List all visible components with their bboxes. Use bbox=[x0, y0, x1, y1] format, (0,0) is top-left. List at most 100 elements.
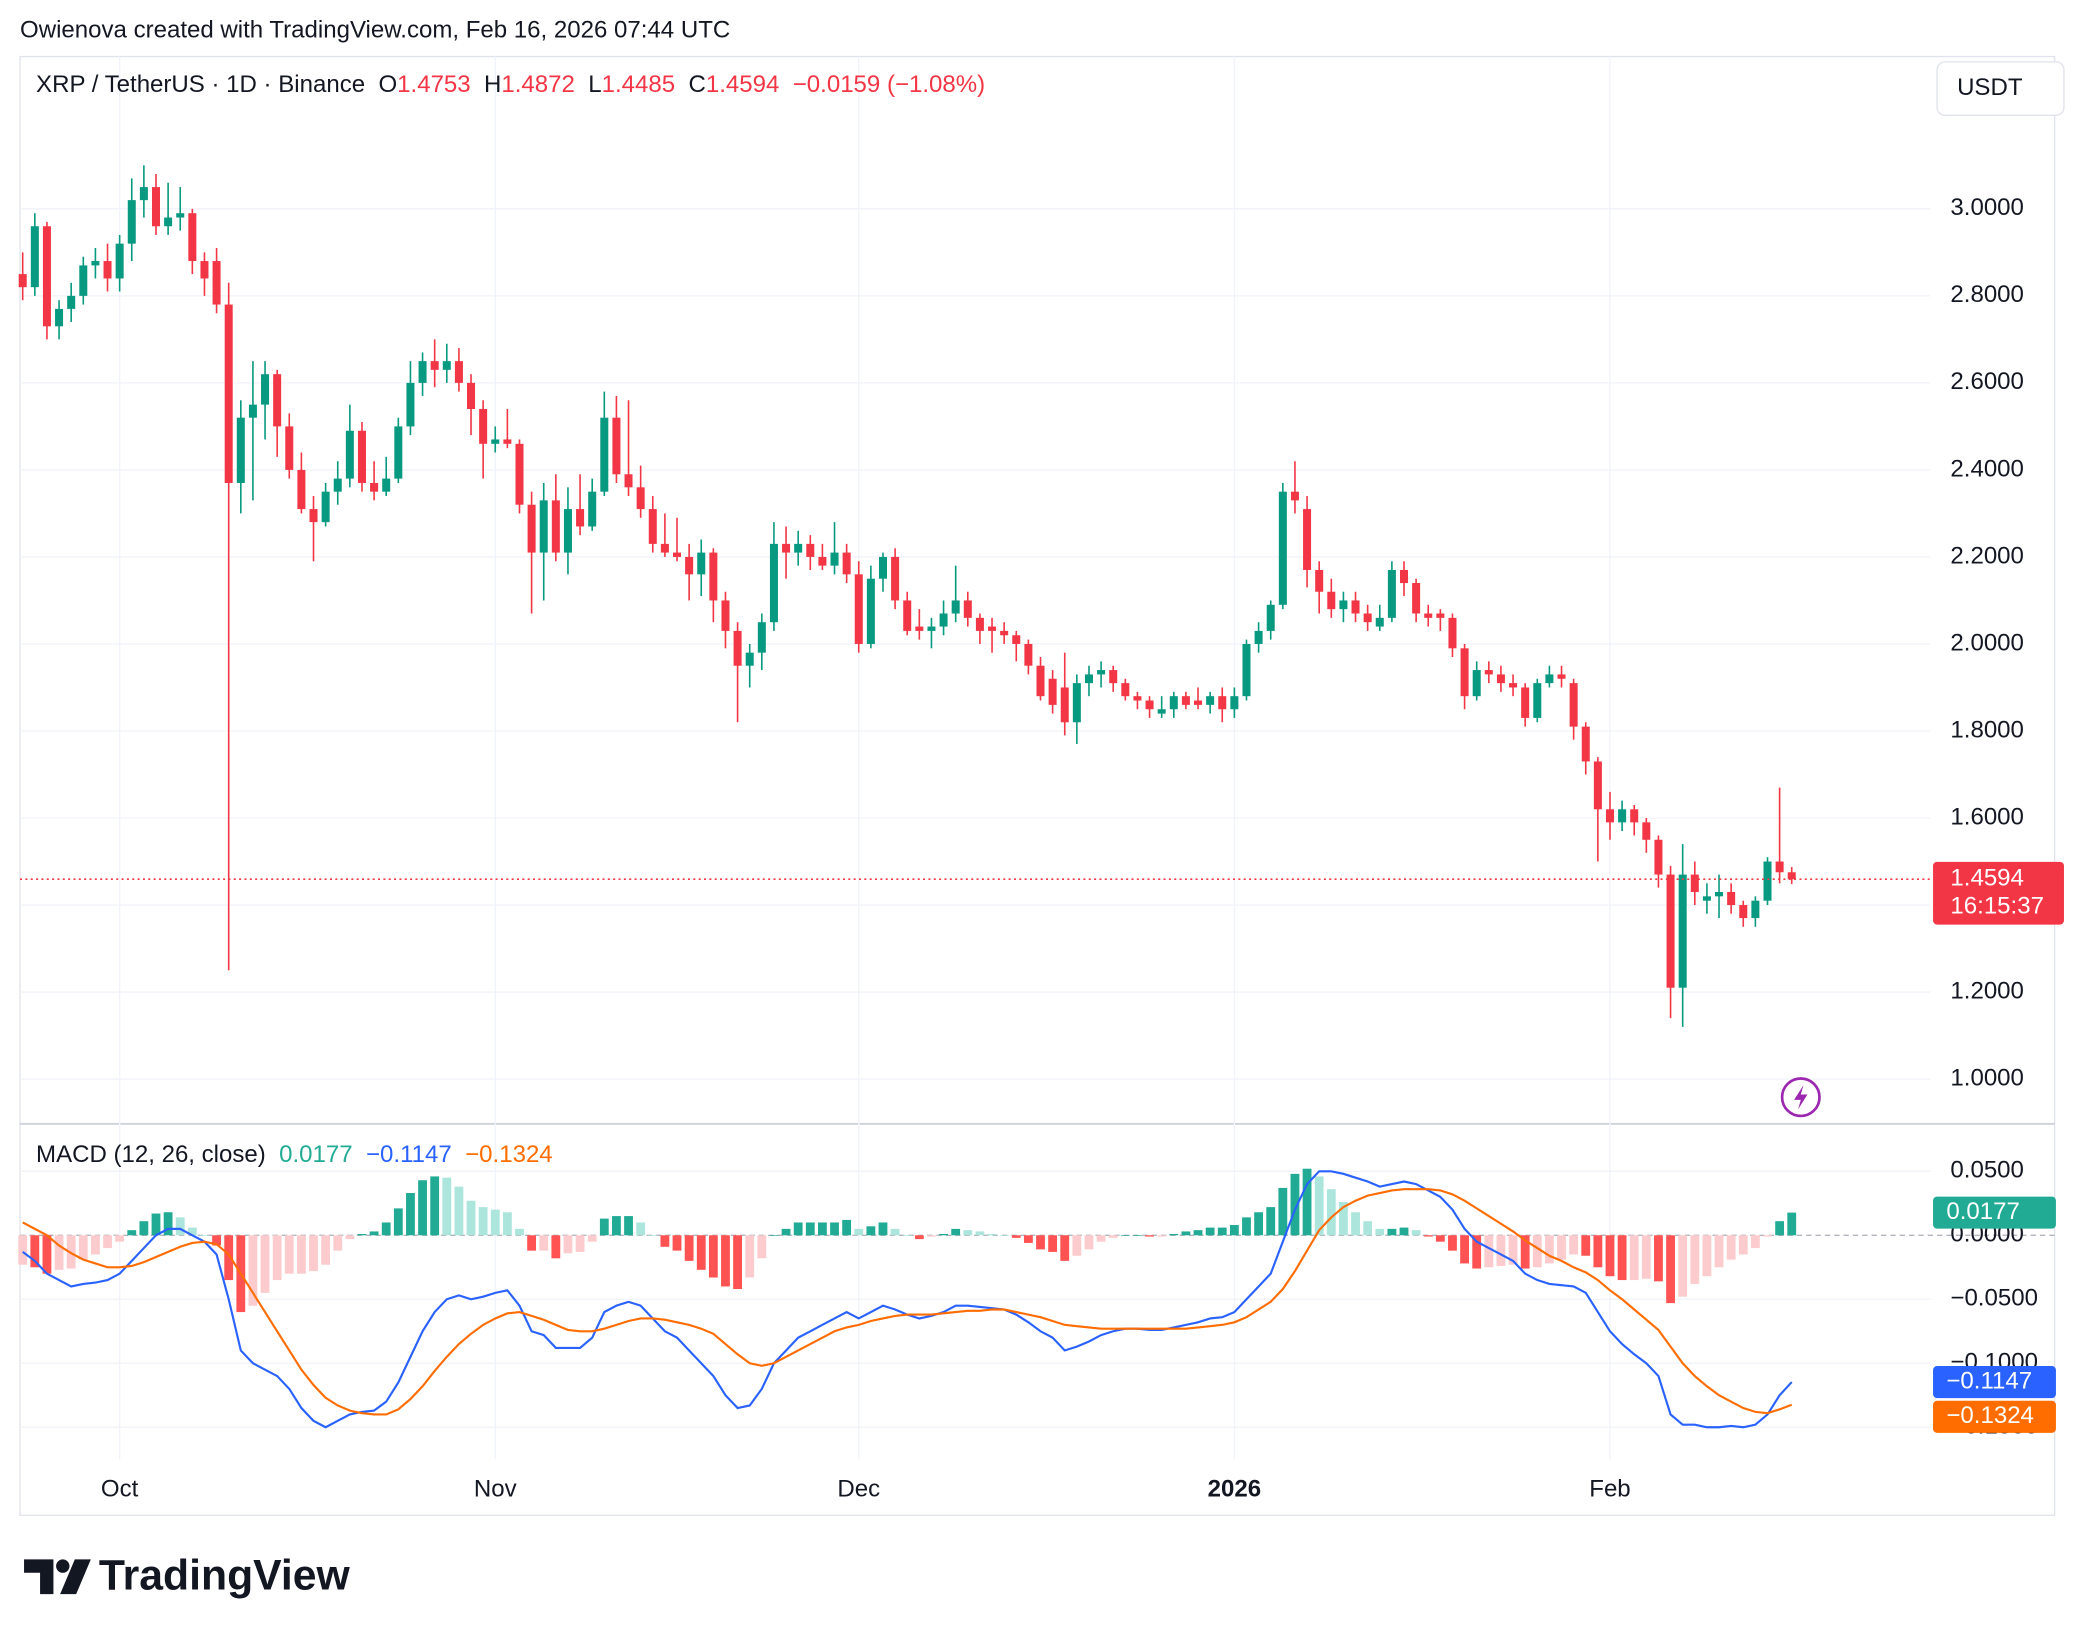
candle-body bbox=[1387, 569, 1396, 618]
histogram-bar bbox=[393, 1208, 403, 1236]
candle-body bbox=[91, 261, 100, 266]
histogram-bar bbox=[842, 1219, 852, 1236]
histogram-bar bbox=[527, 1235, 537, 1251]
histogram-bar bbox=[1411, 1230, 1421, 1236]
candle-body bbox=[394, 426, 403, 479]
candle-body bbox=[248, 404, 257, 418]
candle-body bbox=[782, 543, 791, 553]
candle-body bbox=[866, 578, 875, 644]
candle-body bbox=[1460, 648, 1469, 697]
histogram-bar bbox=[260, 1235, 270, 1293]
histogram-bar bbox=[200, 1235, 209, 1236]
candle-body bbox=[1436, 613, 1445, 618]
x-tick-label: Feb bbox=[1589, 1475, 1630, 1502]
histogram-bar bbox=[1520, 1235, 1530, 1269]
price-tag bbox=[1933, 861, 2064, 925]
currency-box[interactable] bbox=[1936, 61, 2065, 116]
histogram-bar bbox=[866, 1226, 876, 1236]
candle-body bbox=[709, 552, 718, 601]
histogram-bar bbox=[1229, 1225, 1239, 1236]
candle-body bbox=[697, 552, 706, 575]
histogram-bar bbox=[878, 1222, 888, 1236]
candle-body bbox=[1496, 674, 1505, 684]
histogram-bar bbox=[66, 1235, 76, 1269]
histogram-bar bbox=[1787, 1212, 1797, 1236]
candle-body bbox=[1169, 696, 1178, 710]
histogram-bar bbox=[284, 1235, 294, 1274]
candle-body bbox=[103, 261, 112, 279]
candle-body bbox=[261, 374, 270, 405]
histogram-bar bbox=[490, 1209, 500, 1236]
histogram-bar bbox=[1096, 1235, 1106, 1242]
candle-body bbox=[285, 426, 294, 470]
candle-body bbox=[963, 600, 972, 618]
histogram-bar bbox=[939, 1233, 948, 1236]
credit: Owienova created with TradingView.com, F… bbox=[20, 17, 730, 44]
histogram-bar bbox=[539, 1235, 549, 1251]
histogram-bar bbox=[127, 1230, 137, 1236]
alert-bolt[interactable] bbox=[1794, 1085, 1808, 1110]
candle-body bbox=[527, 504, 536, 553]
legend-key: L bbox=[588, 71, 601, 98]
macd-value: −0.1147 bbox=[366, 1141, 452, 1168]
legend-change: −0.0159 (−1.08%) bbox=[793, 71, 985, 98]
macd-line bbox=[22, 1188, 1793, 1416]
candle-body bbox=[757, 622, 766, 653]
histogram-bar bbox=[151, 1213, 161, 1236]
candle-body bbox=[1533, 683, 1542, 718]
candle-body bbox=[479, 408, 488, 444]
histogram-bar bbox=[1460, 1235, 1469, 1264]
price-tag-countdown: 16:15:37 bbox=[1950, 893, 2044, 920]
candle-body bbox=[1194, 700, 1203, 705]
candle-body bbox=[321, 491, 330, 523]
histogram-bar bbox=[321, 1235, 331, 1265]
histogram-bar bbox=[454, 1186, 464, 1236]
legend-value: 1.4594 bbox=[706, 71, 780, 98]
histogram-bar bbox=[757, 1235, 767, 1259]
candle-body bbox=[612, 417, 621, 475]
candle-body bbox=[309, 509, 318, 523]
brand-logo bbox=[24, 1559, 91, 1595]
histogram-bar bbox=[1181, 1231, 1191, 1236]
candle-body bbox=[1605, 809, 1614, 823]
histogram-bar bbox=[1254, 1212, 1264, 1236]
candle-body bbox=[1133, 696, 1142, 701]
candle-body bbox=[442, 361, 451, 370]
candle-body bbox=[1206, 696, 1215, 705]
candle-body bbox=[382, 478, 391, 492]
histogram-bar bbox=[1387, 1228, 1397, 1236]
candle-body bbox=[685, 556, 694, 575]
candle-body bbox=[1048, 678, 1057, 705]
histogram-bar bbox=[333, 1235, 343, 1251]
candle-body bbox=[1363, 613, 1372, 623]
candle-body bbox=[1484, 670, 1493, 675]
macd-tag bbox=[1933, 1366, 2056, 1399]
candle-body bbox=[1290, 491, 1299, 501]
plot-layer: OctNovDec2026Feb1.00001.20001.40001.6000… bbox=[18, 56, 2064, 1502]
candle-body bbox=[1690, 874, 1699, 892]
histogram-bar bbox=[1581, 1235, 1591, 1256]
histogram-bar bbox=[175, 1217, 185, 1236]
candle-body bbox=[115, 243, 124, 279]
logo-slash bbox=[60, 1559, 91, 1595]
candle-body bbox=[794, 543, 803, 553]
histogram-bar bbox=[1738, 1235, 1748, 1255]
candle-body bbox=[915, 626, 924, 631]
histogram-bar bbox=[830, 1222, 839, 1236]
candle-body bbox=[491, 439, 500, 444]
x-tick-label: Oct bbox=[101, 1475, 139, 1502]
currency[interactable]: USDT bbox=[1957, 74, 2023, 101]
alert-icon[interactable] bbox=[1780, 1077, 1821, 1118]
y-tick-label: 2.4000 bbox=[1950, 455, 2024, 482]
logo-dot bbox=[56, 1559, 70, 1573]
candle-body bbox=[1024, 643, 1033, 666]
histogram-bar bbox=[975, 1231, 985, 1236]
macd-tag bbox=[1933, 1400, 2056, 1433]
histogram-bar bbox=[1120, 1235, 1130, 1236]
histogram-bar bbox=[1666, 1235, 1675, 1304]
candle-body bbox=[721, 600, 730, 631]
histogram-bar bbox=[636, 1222, 646, 1236]
candle-body bbox=[1751, 900, 1760, 919]
candle-body bbox=[624, 474, 633, 488]
